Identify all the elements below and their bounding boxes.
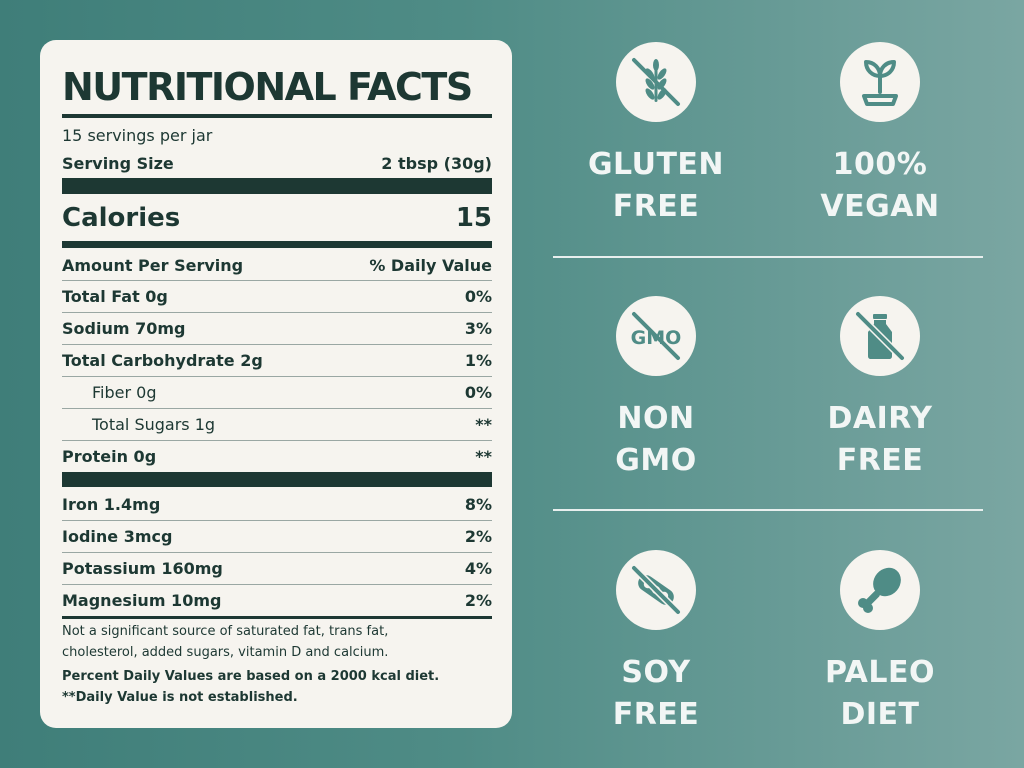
nutrient-row: Total Sugars 1g ** bbox=[62, 409, 492, 440]
serving-size-row: Serving Size 2 tbsp (30g) bbox=[62, 150, 492, 176]
mineral-dv: 2% bbox=[464, 591, 492, 610]
nutrient-name: Fiber 0g bbox=[92, 383, 157, 402]
soy-crossed-icon bbox=[616, 550, 696, 630]
badge-line-1: NON bbox=[617, 401, 695, 436]
nutrient-dv: 0% bbox=[464, 287, 492, 306]
nutrient-row: Protein 0g ** bbox=[62, 441, 492, 472]
badge-divider bbox=[553, 256, 983, 258]
badge-vegan: 100% VEGAN bbox=[790, 42, 970, 228]
mineral-name: Potassium 160mg bbox=[62, 559, 223, 578]
serving-size-value: 2 tbsp (30g) bbox=[381, 153, 492, 173]
row-divider bbox=[62, 440, 492, 441]
nutrient-row: Total Fat 0g 0% bbox=[62, 281, 492, 312]
row-divider bbox=[62, 376, 492, 377]
badge-line-1: DAIRY bbox=[827, 401, 933, 436]
footnote-line: Not a significant source of saturated fa… bbox=[62, 624, 389, 639]
nutrient-name: Total Carbohydrate 2g bbox=[62, 351, 263, 370]
milk-bottle-crossed-icon bbox=[840, 296, 920, 376]
mineral-name: Iodine 3mcg bbox=[62, 527, 173, 546]
row-divider bbox=[62, 408, 492, 409]
sprout-icon bbox=[840, 42, 920, 122]
drumstick-icon bbox=[840, 550, 920, 630]
mineral-row: Magnesium 10mg 2% bbox=[62, 585, 492, 616]
nutrition-facts-panel: NUTRITIONAL FACTS 15 servings per jar Se… bbox=[40, 40, 512, 728]
row-divider bbox=[62, 312, 492, 313]
calories-label: Calories bbox=[62, 203, 181, 233]
gmo-crossed-icon: GMO bbox=[616, 296, 696, 376]
bottom-rule bbox=[62, 616, 492, 619]
calories-row: Calories 15 bbox=[62, 198, 492, 238]
footnote-not-established: **Daily Value is not established. bbox=[62, 690, 298, 705]
badge-non-gmo: GMO NON GMO bbox=[566, 296, 746, 482]
mineral-dv: 4% bbox=[464, 559, 492, 578]
nutrient-row: Total Carbohydrate 2g 1% bbox=[62, 345, 492, 376]
badge-line-1: SOY bbox=[621, 655, 691, 690]
badge-line-2: FREE bbox=[612, 697, 700, 732]
nutrient-name: Total Fat 0g bbox=[62, 287, 168, 306]
daily-value-label: % Daily Value bbox=[369, 255, 492, 275]
dv-header-row: Amount Per Serving % Daily Value bbox=[62, 250, 492, 280]
mineral-name: Iron 1.4mg bbox=[62, 495, 161, 514]
nutrient-dv: 0% bbox=[464, 383, 492, 402]
badge-line-1: PALEO bbox=[824, 655, 936, 690]
nutrient-name: Protein 0g bbox=[62, 447, 157, 466]
thick-rule bbox=[62, 472, 492, 487]
nutrient-dv: ** bbox=[475, 415, 492, 434]
row-divider bbox=[62, 584, 492, 585]
row-divider bbox=[62, 344, 492, 345]
badge-gluten-free: GLUTEN FREE bbox=[566, 42, 746, 228]
badge-line-2: FREE bbox=[612, 189, 700, 224]
wheat-crossed-icon bbox=[616, 42, 696, 122]
badge-dairy-free: DAIRY FREE bbox=[790, 296, 970, 482]
medium-rule bbox=[62, 241, 492, 248]
amount-per-serving-label: Amount Per Serving bbox=[62, 255, 244, 275]
footnote-line: cholesterol, added sugars, vitamin D and… bbox=[62, 645, 389, 660]
badge-line-1: GLUTEN bbox=[587, 147, 725, 182]
nutrient-dv: 3% bbox=[464, 319, 492, 338]
badge-paleo-diet: PALEO DIET bbox=[790, 550, 970, 736]
mineral-dv: 8% bbox=[464, 495, 492, 514]
badge-line-1: 100% bbox=[832, 147, 928, 182]
mineral-dv: 2% bbox=[464, 527, 492, 546]
nutrition-title: NUTRITIONAL FACTS bbox=[62, 65, 473, 109]
servings-per-jar: 15 servings per jar bbox=[62, 126, 213, 145]
title-rule bbox=[62, 114, 492, 118]
badge-line-2: GMO bbox=[615, 443, 697, 478]
nutrient-row: Sodium 70mg 3% bbox=[62, 313, 492, 344]
mineral-row: Iron 1.4mg 8% bbox=[62, 489, 492, 520]
serving-size-label: Serving Size bbox=[62, 153, 174, 173]
nutrient-name: Sodium 70mg bbox=[62, 319, 186, 338]
mineral-row: Iodine 3mcg 2% bbox=[62, 521, 492, 552]
row-divider bbox=[62, 520, 492, 521]
nutrient-dv: 1% bbox=[464, 351, 492, 370]
badge-divider bbox=[553, 509, 983, 511]
mineral-name: Magnesium 10mg bbox=[62, 591, 222, 610]
mineral-row: Potassium 160mg 4% bbox=[62, 553, 492, 584]
row-divider bbox=[62, 280, 492, 281]
badge-line-2: VEGAN bbox=[820, 189, 940, 224]
nutrient-row: Fiber 0g 0% bbox=[62, 377, 492, 408]
calories-value: 15 bbox=[455, 203, 492, 233]
footnote-daily-values: Percent Daily Values are based on a 2000… bbox=[62, 669, 440, 684]
nutrient-dv: ** bbox=[475, 447, 492, 466]
badge-line-2: FREE bbox=[836, 443, 924, 478]
badge-soy-free: SOY FREE bbox=[566, 550, 746, 736]
thick-rule bbox=[62, 178, 492, 194]
badge-line-2: DIET bbox=[840, 697, 920, 732]
nutrient-name: Total Sugars 1g bbox=[92, 415, 216, 434]
row-divider bbox=[62, 552, 492, 553]
